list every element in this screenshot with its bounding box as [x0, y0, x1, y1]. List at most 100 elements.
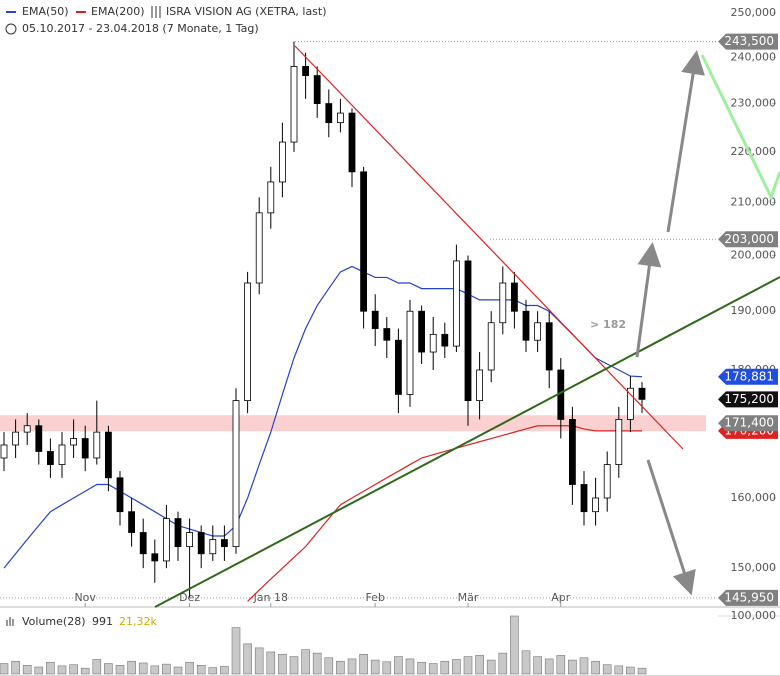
chart-title: ISRA VISION AG (XETRA, last): [166, 5, 327, 18]
clock-icon: [5, 23, 17, 35]
legend-label: EMA(50): [22, 5, 69, 18]
candle-body: [406, 310, 414, 395]
price-tag: [718, 33, 778, 50]
candle-body: [487, 322, 495, 371]
candle-body: [371, 310, 379, 329]
candle-body: [592, 497, 599, 513]
candle-body: [47, 451, 54, 465]
volume-bar: [602, 664, 612, 675]
projection-line: [700, 54, 780, 201]
volume-bar: [34, 666, 44, 675]
volume-bar: [579, 657, 589, 675]
arrow-up: [635, 242, 662, 358]
candle-body: [151, 553, 159, 562]
volume-bar: [486, 659, 496, 675]
volume-bar: [150, 665, 160, 675]
volume-bar: [626, 666, 635, 675]
volume-bar: [312, 652, 322, 675]
volume-bar: [0, 663, 9, 675]
y-tick-label: 230,000: [731, 97, 777, 110]
ema-line: [3, 265, 643, 569]
candle-body: [429, 333, 437, 353]
volume-bar: [57, 665, 67, 675]
volume-bar: [359, 653, 368, 675]
volume-bar: [196, 664, 206, 675]
volume-bar: [417, 662, 426, 675]
candle-body: [35, 425, 43, 452]
candle-body: [325, 103, 333, 124]
price-tag-label: 243,500: [724, 34, 774, 48]
candle-body: [220, 539, 228, 548]
volume-bar: [498, 652, 508, 675]
candle-body: [267, 181, 275, 214]
volume-bar: [11, 660, 20, 675]
price-tag: [718, 415, 778, 432]
candle-body: [162, 518, 170, 562]
volume-bar: [452, 659, 461, 675]
chart-subtitle: 05.10.2017 - 23.04.2018 (7 Monate, 1 Tag…: [22, 22, 259, 35]
candle-body: [186, 532, 194, 548]
volume-bar: [591, 660, 600, 675]
candle-body: [418, 310, 426, 353]
volume-bar: [185, 662, 194, 675]
price-tag-label: 203,000: [724, 232, 774, 246]
volume-bar: [127, 660, 136, 675]
support-band: [0, 415, 706, 432]
candle-body: [603, 464, 611, 499]
candle-body: [452, 260, 460, 347]
legend: EMA(50) EMA(200) ISRA VISION AG (XETRA, …: [5, 5, 327, 35]
candle-body: [336, 112, 344, 124]
y-tick-label: 220,000: [731, 145, 777, 158]
candle-body: [569, 419, 576, 485]
candle-body: [394, 339, 402, 395]
volume-bar: [115, 664, 125, 675]
price-tag-label: 175,200: [724, 392, 774, 406]
candle-body: [348, 112, 356, 173]
volume-tick-label: 100,000: [731, 609, 777, 622]
volume-bar: [382, 661, 392, 675]
candle-body: [174, 518, 182, 548]
candle-body: [522, 310, 530, 341]
volume-bar: [614, 665, 624, 675]
trend-line-support: [154, 276, 780, 608]
volume-bar: [138, 662, 148, 675]
volume-bar: [289, 656, 299, 675]
candle-body: [510, 282, 518, 312]
candle-body: [383, 328, 391, 341]
volume-bar: [556, 655, 566, 675]
candle-body: [638, 387, 646, 400]
volume-bar: [92, 659, 102, 675]
volume-bar: [208, 667, 218, 675]
volume-bar: [162, 663, 171, 675]
candle-body: [255, 212, 263, 284]
y-tick-label: 240,000: [731, 50, 777, 63]
volume-bar: [324, 657, 334, 675]
volume-bar: [22, 664, 32, 675]
volume-bar: [568, 659, 577, 675]
candle-body: [302, 66, 310, 76]
candle-body: [116, 477, 124, 513]
candle-body: [290, 66, 298, 143]
x-tick-label: Nov: [74, 591, 96, 604]
candle-body: [197, 532, 205, 555]
candle-body: [209, 539, 217, 555]
y-tick-label: 160,000: [731, 491, 777, 504]
volume-legend: Volume(28) 991 21,32k: [6, 615, 157, 628]
candle-body: [360, 171, 368, 312]
volume-bar: [69, 664, 78, 675]
volume-bar: [533, 656, 542, 675]
volume-bar: [301, 649, 310, 675]
price-tag-label: 178,881: [724, 369, 774, 383]
candle-body: [139, 532, 147, 555]
candle-body: [441, 333, 449, 347]
volume-bar: [278, 653, 287, 675]
y-tick-label: 250,000: [731, 6, 777, 19]
legend-label: EMA(200): [91, 5, 145, 18]
price-tag-label: 171,400: [724, 416, 774, 430]
price-tag: [718, 589, 778, 606]
volume-bar: [104, 663, 113, 675]
candle-body: [0, 444, 8, 459]
candle-body: [464, 260, 472, 402]
volume-bar: [266, 651, 276, 675]
